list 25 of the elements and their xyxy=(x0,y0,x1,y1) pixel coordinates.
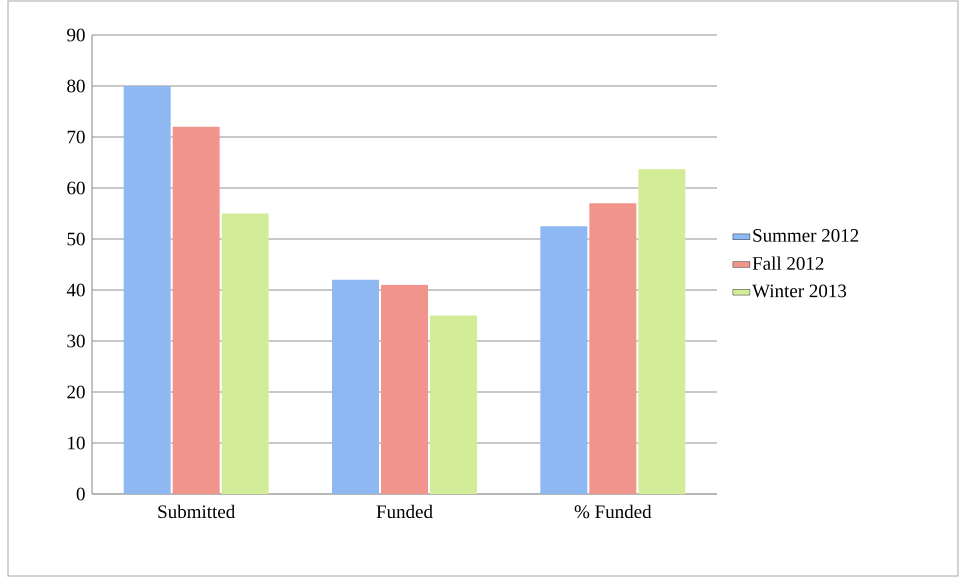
y-tick-label: 60 xyxy=(67,182,85,194)
bar xyxy=(638,169,686,494)
bar xyxy=(589,203,636,494)
y-tick-label: 80 xyxy=(67,80,85,92)
y-tick-label: 30 xyxy=(67,334,85,348)
legend-label: Summer 2012 xyxy=(753,229,858,242)
bar xyxy=(381,284,428,494)
y-tick-label: 20 xyxy=(67,386,85,398)
y-tick-label: 40 xyxy=(66,284,85,296)
y-tick-label: 50 xyxy=(68,232,85,246)
y-tick-label: 90 xyxy=(67,28,85,42)
bar xyxy=(332,280,380,494)
x-tick-label: Submitted xyxy=(158,504,236,518)
x-tick-label: % Funded xyxy=(574,504,652,518)
bar xyxy=(430,315,477,494)
bar xyxy=(222,213,269,494)
y-tick-label: 10 xyxy=(68,436,85,450)
y-tick-label: 70 xyxy=(68,130,85,144)
bar xyxy=(124,86,171,494)
bar xyxy=(172,126,220,494)
bar xyxy=(540,226,588,494)
x-tick-label: Funded xyxy=(376,504,433,518)
y-tick-label: 0 xyxy=(76,488,85,500)
legend-label: Fall 2012 xyxy=(752,256,824,270)
legend-label: Winter 2013 xyxy=(752,284,846,298)
